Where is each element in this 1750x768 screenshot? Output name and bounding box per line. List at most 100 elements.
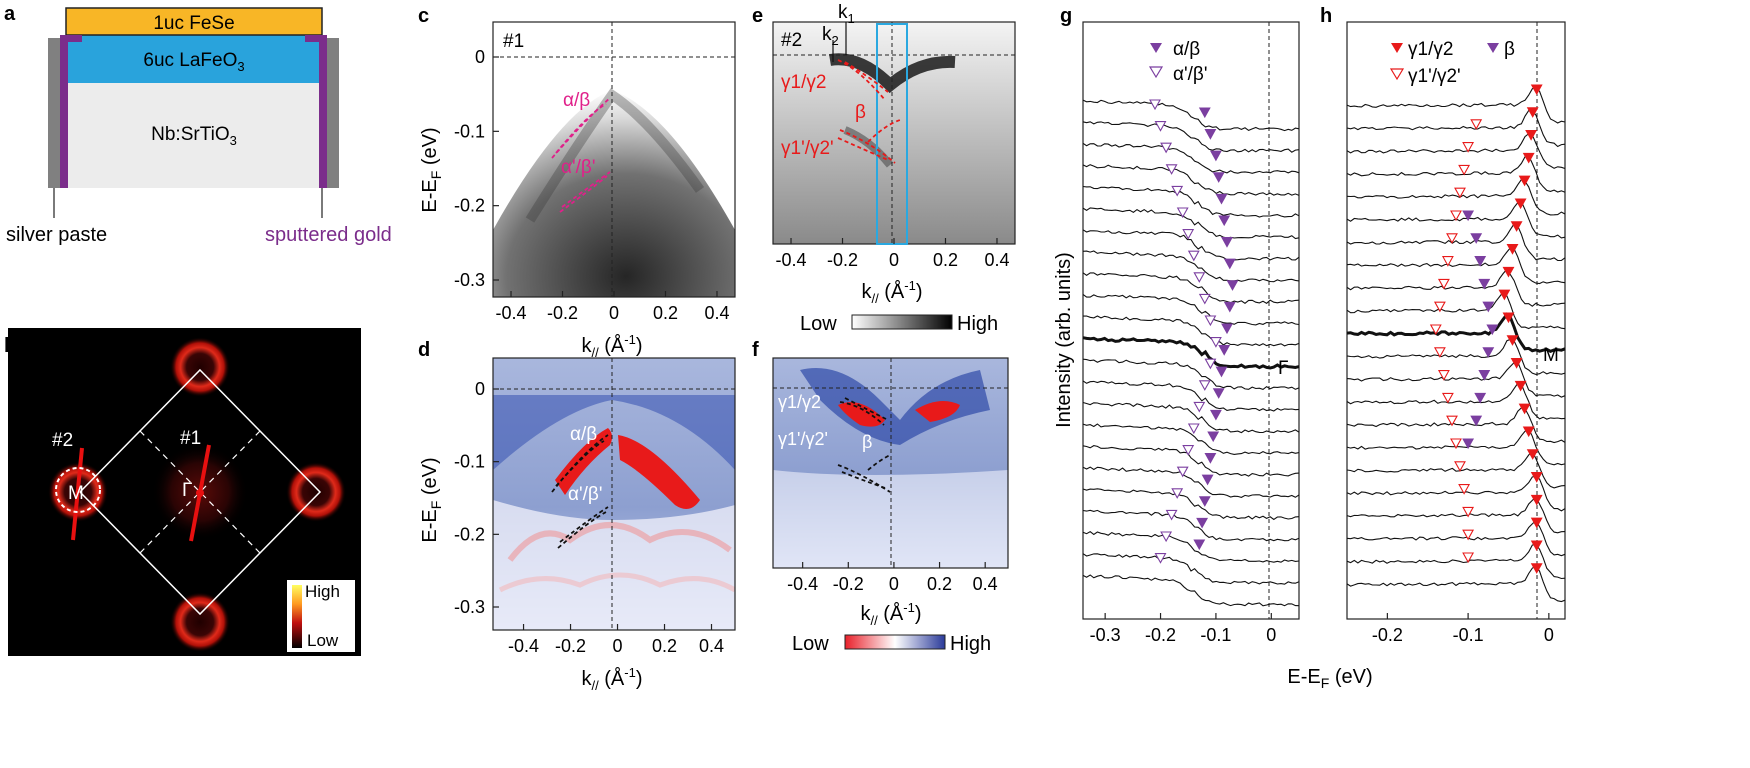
edc-curve — [1346, 154, 1566, 193]
sputtered-gold-label: sputtered gold — [265, 224, 392, 246]
edc-curve — [1082, 401, 1300, 434]
edc-peak-marker — [1510, 221, 1523, 232]
edc-peak-marker — [1154, 121, 1167, 132]
substrate-label: Nb:SrTiO3 — [151, 124, 237, 148]
edc-peak-marker — [1486, 324, 1499, 336]
x-tick-label: 0 — [1544, 625, 1554, 645]
edc-peak-marker — [1514, 380, 1527, 392]
edc-peak-marker — [1458, 164, 1471, 176]
edc-peak-marker — [1474, 256, 1487, 267]
edc-peak-marker — [1204, 453, 1217, 464]
edc-curve — [1346, 223, 1566, 262]
edc-peak-marker — [1441, 392, 1454, 404]
label-g-e: γ1/γ2 — [781, 72, 826, 93]
x-tick-label: 0 — [889, 250, 899, 270]
edc-peak-marker — [1182, 229, 1195, 240]
fese-layer — [65, 7, 323, 36]
gamma-point-dot — [196, 489, 204, 497]
m-pocket-right — [286, 462, 346, 522]
edc-peak-marker — [1506, 335, 1519, 346]
cut-2-label: #2 — [52, 430, 73, 451]
panel-labels: a b c d e f g h — [4, 3, 1332, 361]
edc-peak-marker — [1450, 210, 1462, 222]
panel-d-frame — [492, 357, 736, 631]
legend-purple-marker — [1487, 43, 1499, 53]
edc-peak-marker — [1215, 366, 1228, 378]
cut-tag-c: #1 — [503, 31, 524, 52]
panel-c-arpes: #1 α/β α'/β' 0 -0.1 -0.2 -0.3 -0.4 -0.2 0 0.2 0… — [419, 21, 736, 360]
edc-peak-marker — [1437, 278, 1450, 290]
label-ab-c: α/β — [563, 90, 590, 111]
edc-peak-marker — [1193, 272, 1206, 283]
colorbar-high-e: High — [957, 313, 998, 335]
edc-peak-marker — [1514, 198, 1527, 210]
edc-curve — [1082, 142, 1300, 174]
edc-peak-marker — [1474, 392, 1487, 404]
edc-curves-g — [1082, 99, 1300, 607]
x-tick-label: 0.4 — [973, 574, 998, 594]
edc-peak-marker — [1530, 494, 1543, 506]
label-beta-f: β — [862, 432, 872, 452]
edc-curve — [1082, 99, 1300, 132]
y-tick-label: 0 — [475, 379, 485, 399]
edc-peak-marker — [1429, 324, 1442, 336]
legend-red-open-label: γ1'/γ2' — [1408, 66, 1461, 87]
band-g-1-f — [839, 401, 885, 426]
xticks-d: -0.4 -0.2 0 0.2 0.4 — [508, 624, 724, 656]
band-beta-f — [867, 454, 891, 471]
x-tick-label: -0.4 — [787, 574, 818, 594]
edc-peak-marker — [1462, 506, 1475, 518]
edc-curve — [1082, 207, 1300, 240]
panel-e-arpes: k1 k2 #2 γ1/γ2 β γ1'/γ2' -0.4 -0.2 0 0.2 0.4… — [772, 2, 1016, 335]
edc-curve — [1346, 382, 1566, 420]
cut-tag-e: #2 — [781, 30, 802, 51]
gamma-label: Γ — [182, 480, 192, 501]
red-band-right-f — [915, 401, 960, 422]
k1-label: k1 — [838, 2, 855, 26]
edc-curve — [1082, 315, 1300, 347]
panel-label-e: e — [752, 5, 763, 27]
edc-peak-marker — [1478, 370, 1491, 381]
edc-peak-marker — [1187, 250, 1200, 262]
edc-peak-marker — [1502, 312, 1515, 324]
edc-peak-marker — [1462, 438, 1475, 450]
label-apbp-c: α'/β' — [561, 157, 595, 178]
edc-curve — [1082, 445, 1300, 477]
yticks-d: 0 -0.1 -0.2 -0.3 — [454, 379, 499, 617]
x-tick-label: 0.4 — [704, 303, 729, 323]
edc-peak-marker — [1218, 345, 1231, 356]
lafeo3-label: 6uc LaFeO3 — [143, 50, 244, 74]
edc-peak-marker — [1209, 150, 1222, 162]
xticks-g: -0.3 -0.2 -0.1 0 — [1090, 613, 1276, 645]
y-tick-label: -0.2 — [454, 196, 485, 216]
x-tick-label: 0.2 — [652, 636, 677, 656]
edc-peak-marker — [1165, 509, 1178, 521]
x-tick-label: -0.3 — [1090, 625, 1121, 645]
x-tick-label: -0.2 — [1372, 625, 1403, 645]
x-tick-label: -0.4 — [496, 303, 527, 323]
edc-peak-marker — [1522, 426, 1535, 438]
edc-peak-marker — [1193, 401, 1206, 413]
rwb-colorbar — [844, 634, 946, 650]
edc-peak-marker — [1221, 323, 1233, 335]
edc-peak-marker — [1462, 210, 1475, 222]
lafeo3-layer — [60, 35, 327, 83]
panel-g-frame — [1082, 21, 1300, 620]
y-tick-label: -0.3 — [454, 597, 485, 617]
xticks-e: -0.4 -0.2 0 0.2 0.4 — [776, 238, 1009, 270]
fese-label: 1uc FeSe — [153, 13, 234, 34]
edc-peak-marker — [1198, 496, 1211, 507]
edc-curve — [1082, 250, 1300, 283]
panel-label-d: d — [418, 339, 430, 361]
colorbar-low-e: Low — [800, 313, 837, 335]
x-tick-label: 0.2 — [653, 303, 678, 323]
edc-peak-marker — [1478, 278, 1491, 290]
legend-open-marker-g — [1148, 66, 1164, 79]
x-tick-label: -0.2 — [555, 636, 586, 656]
edc-peak-marker — [1176, 466, 1189, 478]
panel-g-edc: α/β α'/β' Γ -0.3 -0.2 -0.1 0 Intensity (arb… — [1053, 21, 1300, 645]
substrate-layer — [60, 82, 327, 188]
edc-peak-marker — [1165, 164, 1178, 175]
colorbar-high-label: High — [305, 582, 340, 601]
band-gp-2-f — [841, 471, 886, 489]
